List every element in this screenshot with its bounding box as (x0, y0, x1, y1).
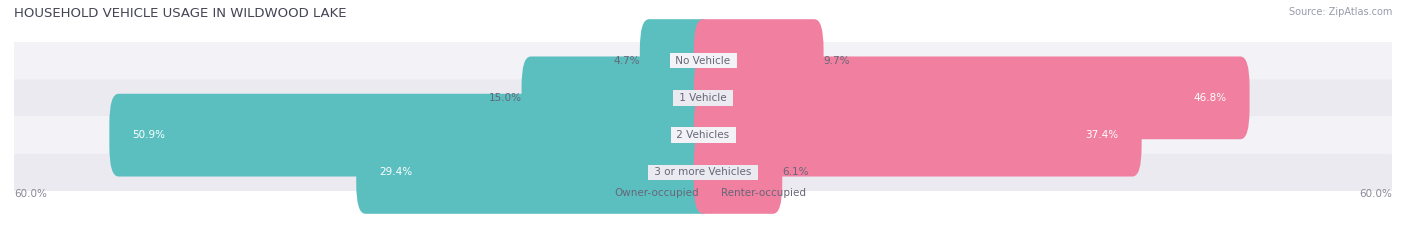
FancyBboxPatch shape (693, 19, 824, 102)
Text: 29.4%: 29.4% (380, 168, 412, 177)
Text: 3 or more Vehicles: 3 or more Vehicles (651, 168, 755, 177)
Text: Source: ZipAtlas.com: Source: ZipAtlas.com (1288, 7, 1392, 17)
FancyBboxPatch shape (693, 94, 1142, 177)
FancyBboxPatch shape (14, 79, 1392, 116)
Text: 4.7%: 4.7% (613, 56, 640, 65)
FancyBboxPatch shape (522, 56, 713, 139)
Legend: Owner-occupied, Renter-occupied: Owner-occupied, Renter-occupied (600, 188, 806, 198)
Text: 2 Vehicles: 2 Vehicles (673, 130, 733, 140)
FancyBboxPatch shape (640, 19, 713, 102)
FancyBboxPatch shape (110, 94, 713, 177)
FancyBboxPatch shape (14, 154, 1392, 191)
Text: 15.0%: 15.0% (488, 93, 522, 103)
Text: 60.0%: 60.0% (14, 189, 46, 199)
Text: 60.0%: 60.0% (1360, 189, 1392, 199)
Text: 6.1%: 6.1% (782, 168, 808, 177)
Text: 50.9%: 50.9% (132, 130, 166, 140)
Text: No Vehicle: No Vehicle (672, 56, 734, 65)
FancyBboxPatch shape (356, 131, 713, 214)
FancyBboxPatch shape (14, 42, 1392, 79)
FancyBboxPatch shape (693, 56, 1250, 139)
FancyBboxPatch shape (14, 116, 1392, 154)
Text: 37.4%: 37.4% (1085, 130, 1119, 140)
Text: 46.8%: 46.8% (1194, 93, 1226, 103)
FancyBboxPatch shape (693, 131, 782, 214)
Text: 1 Vehicle: 1 Vehicle (676, 93, 730, 103)
Text: HOUSEHOLD VEHICLE USAGE IN WILDWOOD LAKE: HOUSEHOLD VEHICLE USAGE IN WILDWOOD LAKE (14, 7, 346, 20)
Text: 9.7%: 9.7% (824, 56, 851, 65)
